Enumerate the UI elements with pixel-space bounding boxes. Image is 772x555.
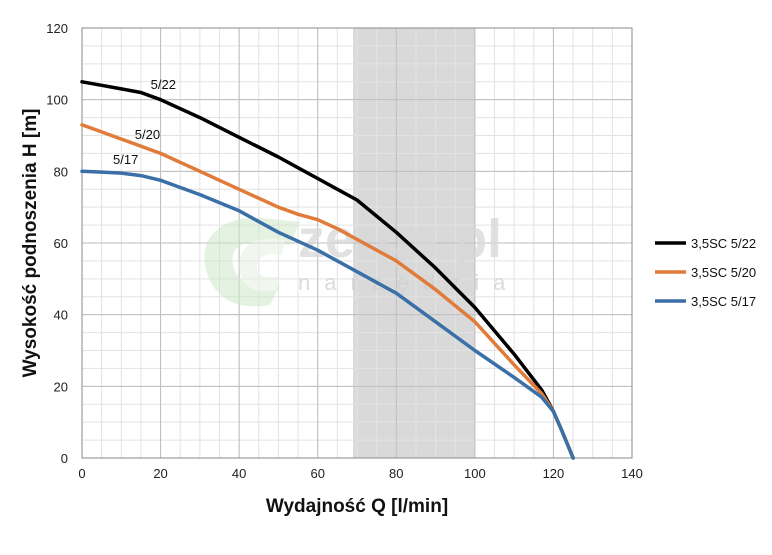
series-layer xyxy=(80,80,575,460)
y-tick-label: 0 xyxy=(61,451,68,466)
series-line xyxy=(80,80,575,460)
x-tick-label: 100 xyxy=(464,466,486,481)
x-tick-label: 60 xyxy=(310,466,324,481)
watermark-sub-text: narzędzia xyxy=(298,270,519,295)
watermark: zerga.pl narzędzia xyxy=(204,209,519,307)
x-tick-label: 40 xyxy=(232,466,246,481)
x-tick-label: 80 xyxy=(389,466,403,481)
y-tick-label: 100 xyxy=(46,93,68,108)
y-axis-title: Wysokość podnoszenia H [m] xyxy=(20,109,41,378)
watermark-logo-icon xyxy=(204,217,300,307)
x-tick-label: 140 xyxy=(621,466,643,481)
y-tick-label: 120 xyxy=(46,21,68,36)
legend-label: 3,5SC 5/22 xyxy=(691,236,756,251)
legend: 3,5SC 5/22 3,5SC 5/20 3,5SC 5/17 xyxy=(655,236,756,309)
y-tick-label: 20 xyxy=(54,379,68,394)
curve-label: 5/20 xyxy=(135,127,160,142)
legend-label: 3,5SC 5/20 xyxy=(691,265,756,280)
axes-layer: 0 20 40 60 80 100 120 140 0 20 40 60 80 100 120 xyxy=(46,21,643,481)
plot-frame xyxy=(81,27,633,459)
curve-label: 5/22 xyxy=(151,77,176,92)
x-tick-label: 0 xyxy=(78,466,85,481)
x-tick-label: 20 xyxy=(153,466,167,481)
legend-label: 3,5SC 5/17 xyxy=(691,294,756,309)
y-tick-label: 80 xyxy=(54,164,68,179)
watermark-main-text: zerga.pl xyxy=(298,209,502,269)
curve-label: 5/17 xyxy=(113,152,138,167)
y-tick-label: 60 xyxy=(54,236,68,251)
series-line xyxy=(80,123,575,460)
y-tick-label: 40 xyxy=(54,308,68,323)
series-line xyxy=(80,169,575,460)
x-tick-label: 120 xyxy=(543,466,565,481)
x-axis-title: Wydajność Q [l/min] xyxy=(266,496,448,517)
curve-labels-layer: 5/22 5/20 5/17 xyxy=(113,77,176,167)
